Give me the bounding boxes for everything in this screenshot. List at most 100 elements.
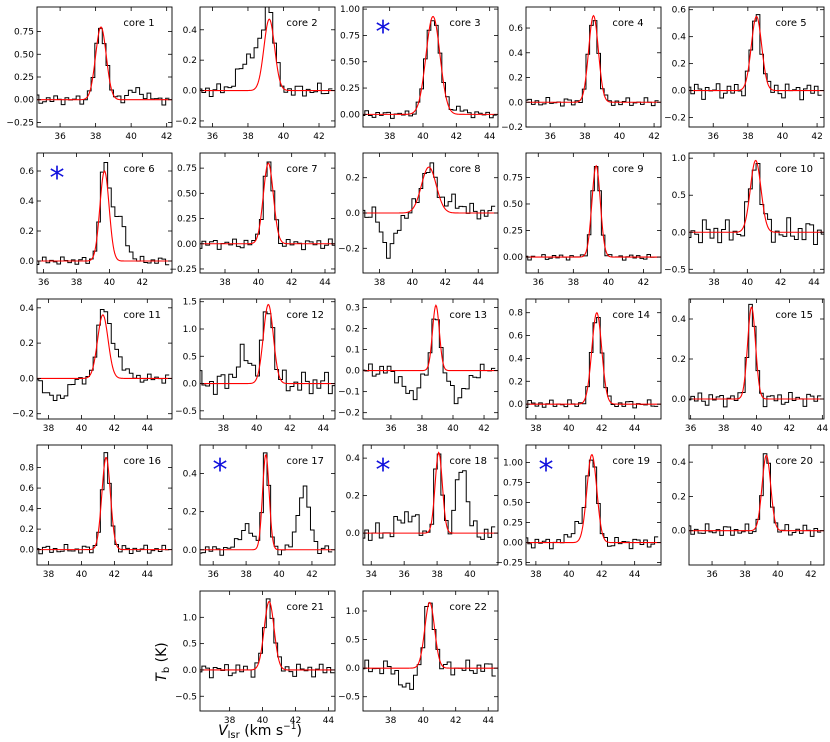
panel-title: core 16 [123,456,161,467]
x-axis-var: V [218,723,229,739]
x-tick-label: 42 [805,570,816,580]
y-tick-label: −0.5 [338,693,360,703]
y-tick-label: 0.4 [672,315,687,325]
y-tick-label: 0.4 [672,458,687,468]
panel: 36 38 40 42 −0.2 0.0 0.2 0.4 0.6 core 5 [664,6,825,142]
x-tick-label: 40 [125,132,137,142]
y-tick-label: 0.0 [672,395,687,405]
star-marker: * [376,15,391,50]
x-tick-label: 42 [161,132,172,142]
x-tick-label: 42 [306,570,317,580]
x-tick-label: 38 [739,570,751,580]
y-tick-label: 0.75 [340,31,360,41]
panels-grid: 36 38 40 42 −0.25 0.00 0.25 0.50 0.75 core 1 36 38 4… [6,5,828,726]
observed-spectrum [526,459,659,550]
y-tick-label: 0.50 [14,50,34,60]
x-tick-label: 40 [563,424,575,434]
panel-title: core 2 [286,18,317,29]
y-tick-label: 0.2 [20,525,34,535]
y-tick-label: 0.0 [672,527,687,537]
observed-spectrum [689,453,822,537]
x-tick-label: 40 [777,132,789,142]
x-tick-label: 40 [251,424,263,434]
x-tick-label: 38 [219,278,231,288]
axes-frame [362,590,499,712]
x-tick-label: 40 [603,278,615,288]
x-tick-label: 40 [447,424,459,434]
y-tick-label: −0.2 [338,244,360,254]
gaussian-fit [363,15,498,115]
gaussian-fit [689,159,824,233]
y-tick-label: 0.0 [20,257,35,267]
x-tick-label: 36 [708,132,720,142]
y-tick-label: 0.75 [177,164,197,174]
gaussian-fit [363,451,498,534]
gaussian-fit [37,456,172,551]
y-tick-label: 0.2 [509,74,523,84]
y-tick-label: 0.4 [672,33,687,43]
x-tick-label: 38 [718,424,730,434]
x-tick-label: 38 [530,570,542,580]
panel-title: core 18 [449,456,487,467]
x-tick-label: 42 [286,278,297,288]
panel: 36 38 40 42 −0.2 0.0 0.2 0.4 core 2 [175,6,336,142]
panel: 36 38 40 42 −0.25 0.00 0.25 0.50 0.75 core 1 [6,6,173,142]
y-tick-label: −0.1 [338,388,360,398]
y-tick-label: −0.5 [175,407,197,417]
axes-frame [525,298,662,420]
x-tick-label: 44 [629,570,641,580]
x-tick-label: 44 [142,570,154,580]
x-tick-label: 36 [533,278,545,288]
x-tick-label: 40 [772,570,784,580]
y-tick-label: 0.0 [346,209,361,219]
x-tick-label: 42 [648,132,659,142]
y-tick-label: 0.25 [177,215,197,225]
y-tick-label: 0.0 [672,228,687,238]
y-tick-label: 1.0 [183,325,198,335]
x-tick-label: 40 [76,424,88,434]
y-tick-label: 0.50 [340,58,360,68]
y-tick-label: 0.6 [20,167,35,177]
x-tick-label: 36 [207,570,219,580]
panel: 38 40 42 44 −0.5 0.0 0.5 1.0 core 21 [175,590,336,726]
axes-frame [199,6,336,128]
x-tick-label: 42 [440,278,451,288]
x-tick-label: 44 [319,278,331,288]
y-tick-label: 0.2 [20,227,34,237]
x-tick-label: 42 [638,278,649,288]
x-tick-label: 36 [545,132,557,142]
gaussian-fit [689,15,824,92]
x-tick-label: 38 [742,132,754,142]
panel-title: core 1 [123,18,154,29]
x-tick-label: 40 [104,278,116,288]
star-marker: * [213,453,228,488]
x-tick-label: 42 [596,570,607,580]
x-tick-label: 42 [811,132,822,142]
x-tick-label: 38 [224,716,236,726]
gaussian-fit [689,454,824,532]
panel: 36 38 40 42 −0.2 −0.1 0.0 0.1 0.2 0.3 core 13 [338,298,499,434]
y-axis-unit: (K) [154,642,170,667]
observed-spectrum [37,452,170,555]
y-tick-label: 0.5 [672,191,686,201]
x-tick-label: 40 [278,132,290,142]
x-tick-label: 44 [323,716,335,726]
x-tick-label: 38 [431,570,443,580]
gaussian-fit [363,304,498,372]
x-tick-label: 40 [614,132,626,142]
axes-frame [199,152,336,274]
panel: 36 38 40 42 0.0 0.2 0.4 core 17 * [183,444,336,580]
x-tick-label: 36 [385,424,397,434]
panel-title: core 3 [449,18,480,29]
panel: 38 40 42 44 −0.25 0.00 0.25 0.50 0.75 1.00 core 19… [495,444,662,580]
gaussian-fit [200,601,335,671]
y-tick-label: 0.4 [20,505,35,515]
x-axis-sub: lsr [228,730,241,741]
x-tick-label: 36 [207,132,219,142]
observed-spectrum [363,162,496,259]
panel-title: core 22 [449,602,487,613]
y-tick-label: −0.25 [495,559,523,569]
x-tick-label: 42 [784,424,795,434]
y-tick-label: 1.5 [183,298,197,308]
y-tick-label: 0.2 [346,324,360,334]
